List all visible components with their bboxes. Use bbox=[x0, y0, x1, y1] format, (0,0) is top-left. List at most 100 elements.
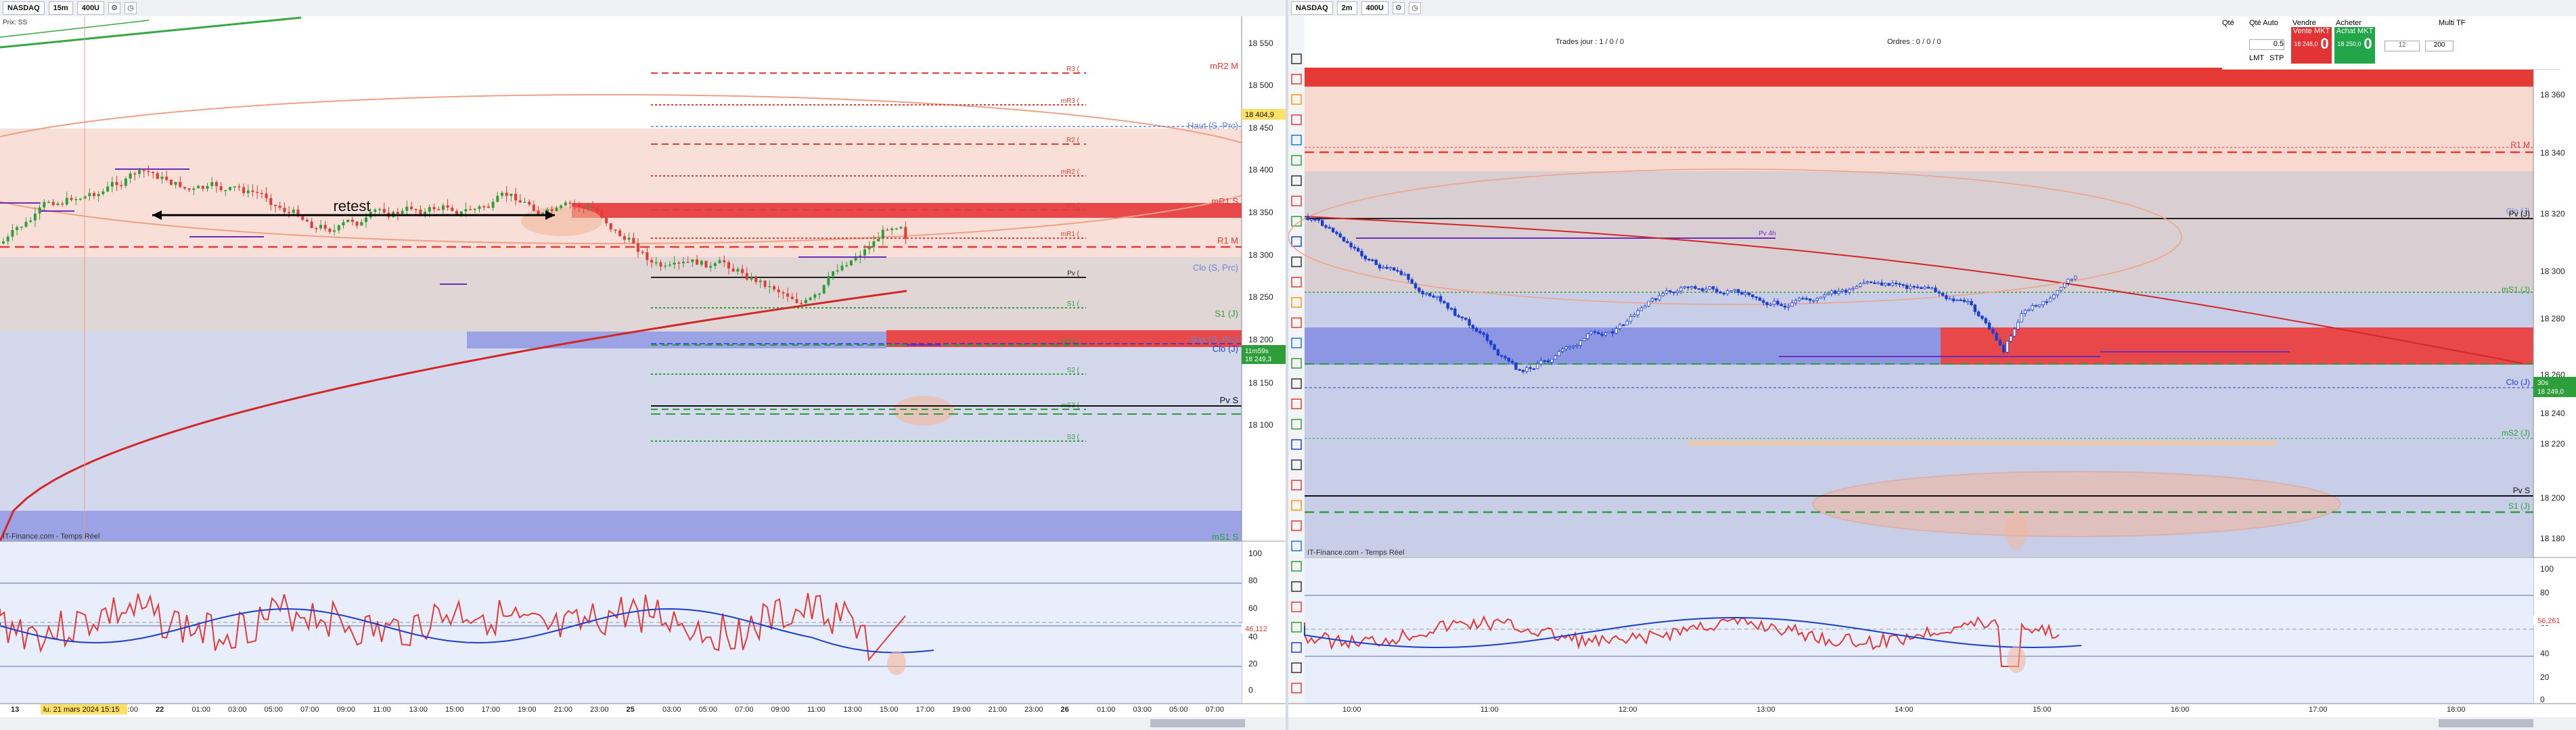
candle-body bbox=[1708, 286, 1711, 290]
candle-body bbox=[1812, 300, 1815, 302]
left-chart-pane[interactable]: NASDAQ 15m 400U ⚙ ◷ R3 (mR3 (R2 (mR2 (R1… bbox=[0, 0, 1288, 730]
candle-body bbox=[1518, 369, 1521, 371]
qty-auto-toggle[interactable]: Qté Auto bbox=[2249, 19, 2278, 27]
qty-input[interactable]: 0.5 bbox=[2249, 39, 2284, 50]
candle-body bbox=[560, 205, 563, 208]
candle-body bbox=[754, 277, 758, 282]
candle-body bbox=[265, 193, 268, 198]
pivot-level-label: S1 ( bbox=[1067, 300, 1080, 308]
candle-body bbox=[741, 269, 744, 273]
sell-lots: 0 bbox=[2320, 35, 2329, 52]
candle-body bbox=[1546, 360, 1550, 363]
candle-body bbox=[1923, 286, 1926, 290]
candle-body bbox=[1934, 288, 1937, 292]
orders-counter: Ordres : 0 / 0 / 0 bbox=[1887, 38, 1941, 46]
candle-body bbox=[147, 170, 150, 173]
candle-body bbox=[1510, 361, 1514, 363]
candle-body bbox=[1382, 267, 1385, 269]
candle-body bbox=[88, 193, 91, 196]
candle-body bbox=[238, 186, 241, 187]
candle-body bbox=[61, 203, 64, 205]
clock-icon[interactable]: ◷ bbox=[125, 2, 137, 14]
candle-body bbox=[1482, 332, 1485, 335]
candle-body bbox=[1675, 290, 1679, 294]
candle-body bbox=[323, 225, 327, 229]
time-tick-label: 19:00 bbox=[518, 706, 537, 714]
bars-select[interactable]: 400U bbox=[76, 1, 104, 15]
candle-body bbox=[1353, 246, 1357, 249]
candle-body bbox=[206, 185, 209, 189]
candle-body bbox=[1966, 300, 1970, 303]
clock-icon[interactable]: ◷ bbox=[1408, 2, 1421, 14]
candle-body bbox=[288, 212, 291, 213]
time-tick-label: 16:00 bbox=[2171, 706, 2190, 714]
candle-body bbox=[110, 182, 114, 187]
candle-body bbox=[1396, 270, 1399, 272]
candle-body bbox=[899, 227, 903, 229]
candle-body bbox=[1564, 346, 1568, 350]
price-tick-label: 18 300 bbox=[1248, 250, 1273, 260]
tp-input[interactable]: 200 bbox=[2425, 41, 2454, 51]
buy-market-button[interactable]: Achat MKT 18 250,0 0 bbox=[2334, 27, 2375, 64]
instrument-select[interactable]: NASDAQ bbox=[1291, 1, 1333, 15]
settings-icon[interactable]: ⚙ bbox=[108, 2, 120, 14]
rsi-tick-label: 0 bbox=[2540, 695, 2545, 704]
candle-body bbox=[1765, 302, 1769, 305]
pivot-level-label: R1 ( bbox=[1066, 202, 1080, 210]
candle-body bbox=[664, 265, 667, 267]
candle-body bbox=[1973, 304, 1976, 313]
candle-body bbox=[296, 209, 300, 216]
candle-body bbox=[1976, 311, 1981, 317]
time-tick-label: 21:00 bbox=[989, 706, 1008, 714]
candle-body bbox=[1848, 289, 1851, 293]
instrument-select[interactable]: NASDAQ bbox=[3, 1, 45, 15]
candle-body bbox=[43, 202, 46, 208]
candle-body bbox=[1392, 267, 1396, 271]
time-tick-label: 15:00 bbox=[2033, 706, 2052, 714]
bars-select[interactable]: 400U bbox=[1361, 1, 1388, 15]
right-chart-toolbar: NASDAQ 2m 400U ⚙ ◷ bbox=[1288, 0, 2576, 17]
drawing-tool-icon bbox=[1291, 297, 1302, 308]
pane-divider[interactable] bbox=[1286, 0, 1290, 730]
candle-body bbox=[70, 198, 73, 200]
left-chart-canvas[interactable]: R3 (mR3 (R2 (mR2 (R1 (mR1 (Pv (S1 (mS1 (… bbox=[0, 0, 1286, 730]
interval-select[interactable]: 15m bbox=[48, 1, 73, 15]
candle-body bbox=[1360, 250, 1363, 256]
candle-body bbox=[510, 193, 513, 196]
sell-market-button[interactable]: Vente MKT 18 248,0 0 bbox=[2291, 27, 2332, 64]
right-chart-pane[interactable]: NASDAQ 2m 400U ⚙ ◷ Pv 4h 18 360 18 340 18 3… bbox=[1288, 0, 2576, 730]
candle-body bbox=[1740, 292, 1744, 295]
interval-select[interactable]: 2m bbox=[1336, 1, 1357, 15]
lmt-button[interactable]: LMT bbox=[2249, 54, 2264, 62]
candle-body bbox=[777, 289, 780, 292]
candle-body bbox=[736, 269, 740, 272]
candle-body bbox=[795, 299, 798, 303]
stp-button[interactable]: STP bbox=[2269, 54, 2284, 62]
candle-body bbox=[441, 205, 445, 210]
candle-body bbox=[464, 209, 468, 212]
settings-icon[interactable]: ⚙ bbox=[1392, 2, 1405, 14]
multi-tf-label[interactable]: Multi TF bbox=[2439, 19, 2466, 27]
rsi-tick-label: 80 bbox=[2540, 588, 2550, 597]
drawing-tool-icon bbox=[1291, 358, 1302, 369]
scrollbar-track bbox=[1288, 717, 2576, 730]
candle-body bbox=[2045, 301, 2048, 303]
level-right-label: Pv S bbox=[1220, 395, 1239, 405]
sl-input[interactable]: 12 bbox=[2385, 41, 2420, 51]
candle-body bbox=[1367, 258, 1371, 260]
drawing-tool-icon bbox=[1291, 561, 1302, 572]
drawing-tool-icon bbox=[1291, 541, 1302, 551]
candle-body bbox=[1991, 329, 1995, 334]
candle-body bbox=[587, 206, 590, 208]
candle-body bbox=[1956, 299, 1959, 302]
candle-body bbox=[790, 296, 794, 300]
rsi-tick-label: 40 bbox=[1248, 632, 1258, 641]
candle-body bbox=[1930, 288, 1934, 290]
candle-body bbox=[1525, 367, 1529, 372]
rsi-tick-label: 100 bbox=[2540, 564, 2554, 574]
candle-body bbox=[895, 228, 898, 230]
candle-body bbox=[192, 188, 196, 190]
candle-body bbox=[2056, 290, 2059, 296]
price-tick-label: 18 200 bbox=[2540, 493, 2565, 503]
